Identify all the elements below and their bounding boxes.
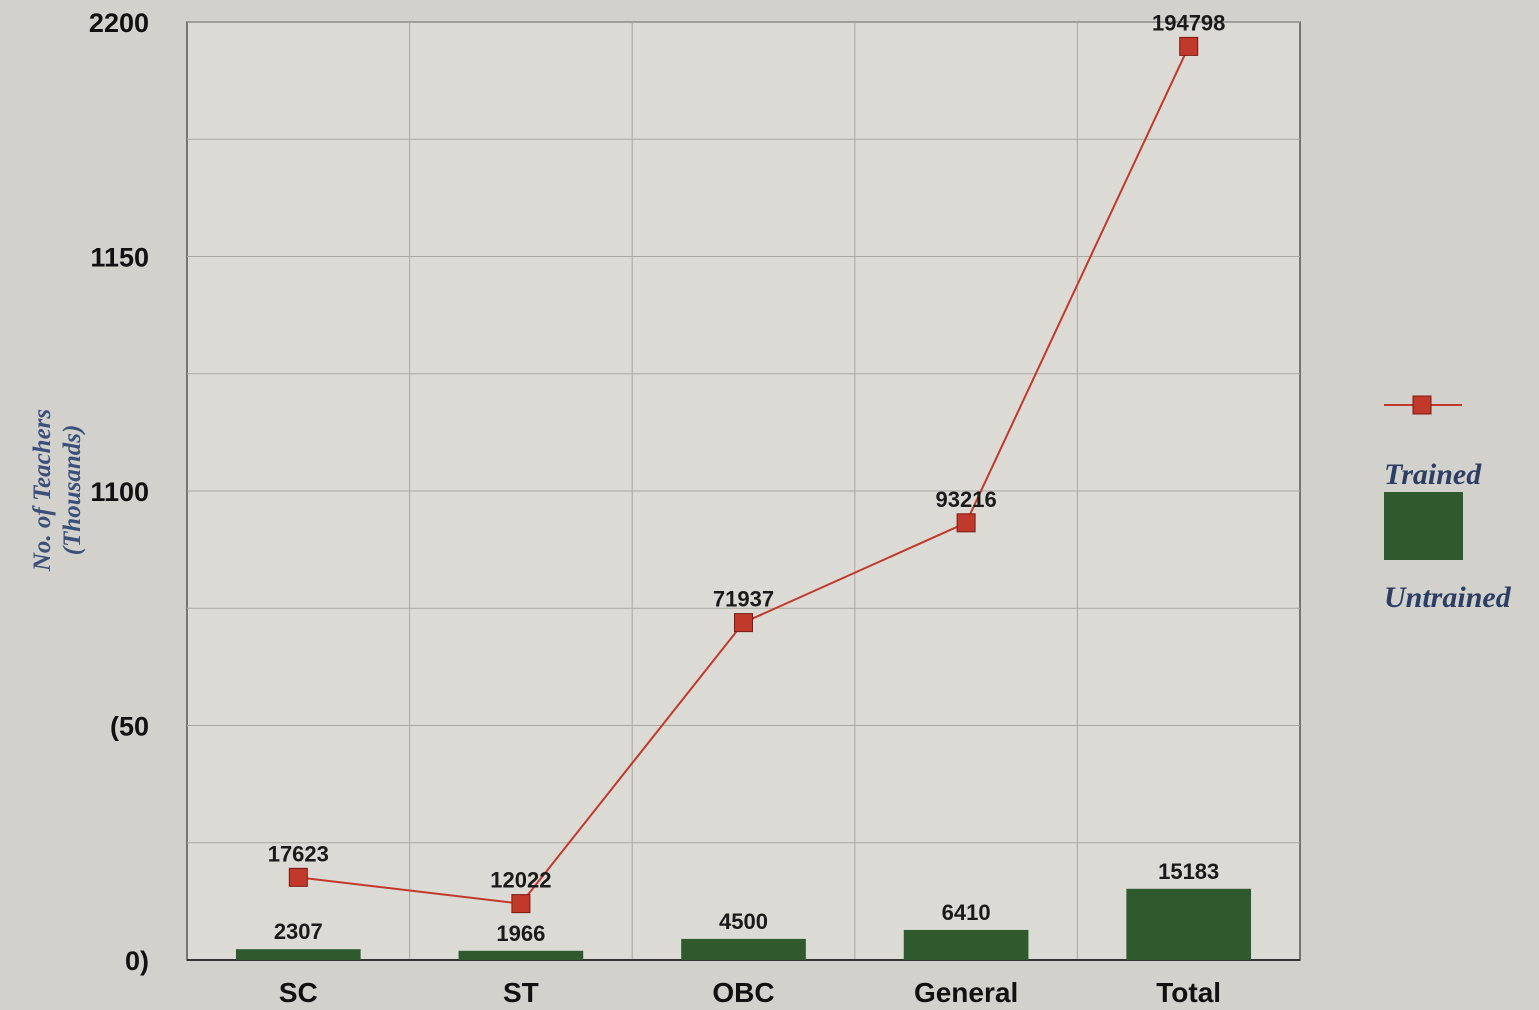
data-labels: 2307 1966 4500 6410 15183 17623 12022 71937 9321… bbox=[268, 10, 1226, 945]
untrained-bars bbox=[235, 888, 1252, 960]
y-tick-label: 0) bbox=[125, 946, 149, 976]
gridlines bbox=[187, 21, 1300, 961]
y-tick-label: 1150 bbox=[90, 243, 149, 273]
untrained-bar bbox=[458, 950, 584, 960]
legend-trained-marker bbox=[1412, 395, 1432, 415]
untrained-value-label: 4500 bbox=[719, 909, 768, 934]
untrained-bar bbox=[903, 929, 1029, 960]
x-axis-categories: SC ST OBC General Total bbox=[279, 977, 1221, 1008]
trained-marker bbox=[734, 613, 753, 633]
untrained-bar bbox=[681, 938, 806, 960]
untrained-value-label: 15183 bbox=[1158, 859, 1219, 884]
y-tick-label: 2200 bbox=[89, 8, 149, 38]
legend: Trained Untrained bbox=[1384, 395, 1512, 614]
category-label: ST bbox=[503, 977, 539, 1008]
trained-value-label: 12022 bbox=[490, 868, 551, 893]
category-label: General bbox=[914, 977, 1018, 1008]
untrained-value-label: 2307 bbox=[274, 919, 323, 944]
untrained-bar bbox=[1126, 888, 1252, 960]
category-label: Total bbox=[1156, 977, 1221, 1008]
trained-value-label: 17623 bbox=[268, 841, 329, 866]
trained-marker bbox=[956, 513, 976, 533]
untrained-value-label: 6410 bbox=[942, 900, 991, 925]
trained-value-label: 71937 bbox=[713, 587, 774, 612]
untrained-bar bbox=[235, 949, 361, 960]
y-axis-title-line1: No. of Teachers bbox=[29, 409, 56, 572]
trained-marker bbox=[1179, 36, 1199, 56]
trained-marker bbox=[511, 894, 531, 914]
category-label: OBC bbox=[712, 977, 774, 1008]
untrained-value-label: 1966 bbox=[496, 921, 545, 946]
legend-untrained-label: Untrained bbox=[1384, 581, 1512, 614]
trained-value-label: 93216 bbox=[936, 487, 997, 512]
legend-trained-label: Trained bbox=[1384, 458, 1482, 491]
legend-untrained-swatch bbox=[1384, 492, 1463, 560]
y-tick-label: 1100 bbox=[90, 477, 149, 507]
trained-marker bbox=[288, 867, 308, 887]
trained-value-label: 194798 bbox=[1152, 10, 1225, 35]
y-axis-title: No. of Teachers (Thousands) bbox=[29, 409, 86, 572]
y-axis-title-line2: (Thousands) bbox=[59, 425, 86, 556]
trained-line bbox=[288, 36, 1199, 914]
category-label: SC bbox=[279, 977, 318, 1008]
y-axis-ticks: 0) (50 1100 1150 2200 bbox=[89, 8, 149, 976]
y-tick-label: (50 bbox=[110, 712, 149, 742]
